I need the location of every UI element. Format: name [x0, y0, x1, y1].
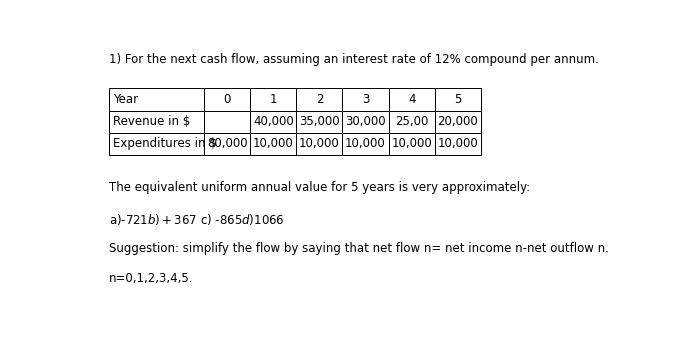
Text: Year: Year [113, 93, 138, 106]
Text: 25,00: 25,00 [395, 115, 428, 128]
Text: 4: 4 [408, 93, 415, 106]
Text: 20,000: 20,000 [438, 115, 478, 128]
Bar [109, 133, 204, 155]
Text: a)-$721 b) +$367 c) -$865 d) $1066: a)-$721 b) +$367 c) -$865 d) $1066 [109, 211, 285, 226]
Text: 40,000: 40,000 [253, 115, 294, 128]
Bar [342, 110, 389, 133]
Text: 1: 1 [270, 93, 277, 106]
Bar [204, 88, 251, 110]
Bar [342, 133, 389, 155]
Bar [109, 88, 204, 110]
Text: 35,000: 35,000 [299, 115, 340, 128]
Text: n=0,1,2,3,4,5.: n=0,1,2,3,4,5. [109, 272, 194, 285]
Bar [389, 133, 435, 155]
Bar [204, 133, 251, 155]
Text: Suggestion: simplify the flow by saying that net flow n= net income n-net outflo: Suggestion: simplify the flow by saying … [109, 242, 609, 255]
Text: 3: 3 [362, 93, 369, 106]
Bar [251, 110, 296, 133]
Bar [435, 110, 481, 133]
Text: 5: 5 [454, 93, 461, 106]
Text: 10,000: 10,000 [438, 137, 478, 150]
Bar [109, 110, 204, 133]
Text: 10,000: 10,000 [299, 137, 340, 150]
Text: The equivalent uniform annual value for 5 years is very approximately:: The equivalent uniform annual value for … [109, 181, 531, 194]
Text: 10,000: 10,000 [253, 137, 294, 150]
Bar [296, 88, 342, 110]
Text: 0: 0 [223, 93, 231, 106]
Bar [435, 133, 481, 155]
Text: Expenditures in $: Expenditures in $ [113, 137, 217, 150]
Text: 1) For the next cash flow, assuming an interest rate of 12% compound per annum.: 1) For the next cash flow, assuming an i… [109, 53, 599, 66]
Bar [342, 88, 389, 110]
Bar [389, 110, 435, 133]
Text: Revenue in $: Revenue in $ [113, 115, 190, 128]
Text: 80,000: 80,000 [207, 137, 248, 150]
Bar [251, 88, 296, 110]
Bar [204, 110, 251, 133]
Text: 2: 2 [316, 93, 323, 106]
Bar [296, 110, 342, 133]
Text: 30,000: 30,000 [345, 115, 386, 128]
Bar [296, 133, 342, 155]
Bar [435, 88, 481, 110]
Text: 10,000: 10,000 [345, 137, 386, 150]
Bar [389, 88, 435, 110]
Text: 10,000: 10,000 [391, 137, 432, 150]
Bar [251, 133, 296, 155]
